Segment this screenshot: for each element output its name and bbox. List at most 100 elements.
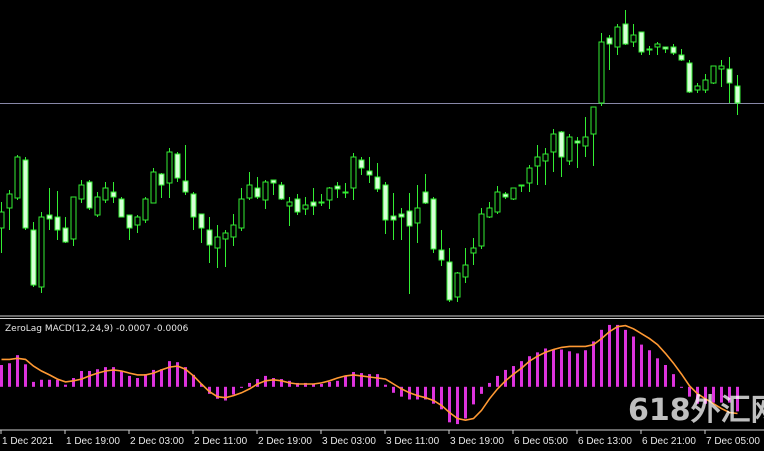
histogram-bar <box>56 379 59 387</box>
candle-body-bullish <box>262 181 269 201</box>
histogram-bar <box>88 370 91 387</box>
candle <box>486 202 493 218</box>
histogram-bar <box>176 362 179 387</box>
histogram-bar <box>136 378 139 387</box>
histogram-bar <box>160 369 163 387</box>
histogram-bar <box>32 381 35 387</box>
histogram-bar <box>424 386 427 400</box>
candle <box>606 35 613 70</box>
histogram-bar <box>736 386 739 412</box>
candle <box>334 182 341 198</box>
histogram-bar <box>656 358 659 387</box>
candle <box>70 196 77 246</box>
price-panel[interactable] <box>0 10 764 302</box>
candle-body-bearish <box>54 216 61 231</box>
candle <box>702 74 709 93</box>
histogram-bar <box>384 384 387 387</box>
candle <box>678 49 685 61</box>
candle-body-bearish <box>126 214 133 229</box>
candle-body-bearish <box>334 185 341 190</box>
candle <box>14 155 21 200</box>
histogram-bar <box>368 374 371 387</box>
candle-body-bearish <box>726 68 733 84</box>
histogram-bar <box>72 378 75 387</box>
candle <box>510 187 517 200</box>
candle-body-bullish <box>318 201 325 204</box>
candle-body-bearish <box>270 179 277 184</box>
candle-body-bearish <box>574 140 581 144</box>
candle <box>254 177 261 199</box>
histogram-bar <box>528 356 531 387</box>
histogram-bar <box>280 379 283 387</box>
candle <box>222 230 229 267</box>
candle <box>214 225 221 268</box>
candle-body-bearish <box>678 54 685 61</box>
histogram-bar <box>416 386 419 400</box>
candle-body-bullish <box>0 211 5 229</box>
candle-body-bullish <box>454 272 461 298</box>
histogram-bar <box>208 386 211 394</box>
histogram-bar <box>240 386 243 388</box>
candle <box>734 75 741 115</box>
candle-body-bullish <box>462 264 469 278</box>
candle <box>246 172 253 200</box>
candle-body-bullish <box>222 232 229 240</box>
candle-body-bearish <box>110 191 117 198</box>
candle <box>78 180 85 203</box>
candle <box>574 137 581 168</box>
watermark: 618外汇网 <box>628 393 764 428</box>
candle <box>542 148 549 185</box>
candle-body-bullish <box>134 216 141 226</box>
candle <box>30 222 37 287</box>
histogram-bar <box>192 374 195 387</box>
candle-body-bearish <box>398 213 405 218</box>
candle <box>198 213 205 243</box>
time-tick-label: 6 Dec 21:00 <box>642 436 696 447</box>
histogram-bar <box>552 349 555 387</box>
candle-body-bearish <box>406 210 413 227</box>
time-tick-label: 1 Dec 2021 <box>2 436 54 447</box>
candle <box>414 185 421 243</box>
candle <box>326 187 333 209</box>
time-tick-label: 6 Dec 05:00 <box>514 436 568 447</box>
candle <box>158 173 165 198</box>
histogram-bar <box>16 355 19 387</box>
candle <box>342 183 349 198</box>
histogram-bar <box>168 361 171 387</box>
candle <box>398 208 405 240</box>
candle-body-bullish <box>326 187 333 201</box>
candle <box>726 57 733 103</box>
candle <box>238 188 245 231</box>
histogram-bar <box>296 382 299 387</box>
candle-body-bullish <box>6 193 13 209</box>
candle-body-bullish <box>518 184 525 187</box>
candle <box>630 24 637 47</box>
candle <box>550 129 557 172</box>
candle-body-bullish <box>166 151 173 184</box>
macd-panel[interactable] <box>0 324 739 425</box>
candle-body-bearish <box>422 191 429 204</box>
candle-body-bullish <box>526 167 533 184</box>
candle-body-bearish <box>278 184 285 200</box>
candle <box>174 152 181 182</box>
candle-body-bullish <box>238 198 245 229</box>
candle <box>598 33 605 106</box>
candle <box>590 106 597 166</box>
candle-body-bearish <box>46 214 53 220</box>
candle-body-bearish <box>22 159 29 229</box>
histogram-bar <box>112 367 115 387</box>
candle <box>134 215 141 233</box>
candle <box>206 217 213 263</box>
histogram-bar <box>152 369 155 387</box>
candle <box>422 174 429 204</box>
histogram-bar <box>696 386 699 404</box>
candle-body-bearish <box>638 31 645 53</box>
histogram-bar <box>544 348 547 387</box>
histogram-bar <box>24 364 27 387</box>
candle <box>494 186 501 214</box>
candle-body-bearish <box>374 176 381 190</box>
candle <box>718 60 725 87</box>
histogram-bar <box>704 386 707 404</box>
candle-body-bearish <box>310 201 317 207</box>
